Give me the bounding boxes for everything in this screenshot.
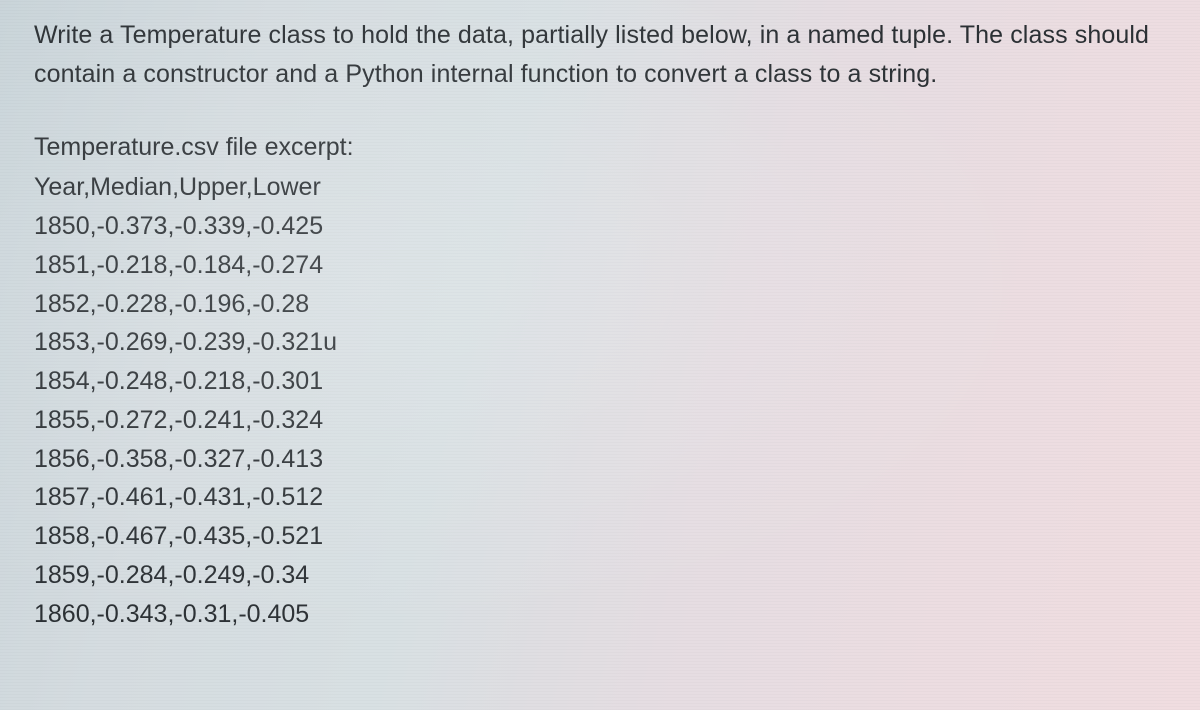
prompt-line-1: Write a Temperature class to hold the da… [34,21,1149,49]
csv-row: 1854,-0.248,-0.218,-0.301 [34,362,1180,401]
csv-row: 1860,-0.343,-0.31,-0.405 [34,595,1180,634]
csv-row: 1851,-0.218,-0.184,-0.274 [34,246,1180,285]
csv-row: 1853,-0.269,-0.239,-0.321u [34,323,1180,362]
csv-row: 1850,-0.373,-0.339,-0.425 [34,207,1180,246]
csv-row: 1852,-0.228,-0.196,-0.28 [34,285,1180,324]
csv-row: 1857,-0.461,-0.431,-0.512 [34,478,1180,517]
prompt-line-2: contain a constructor and a Python inter… [34,60,937,88]
csv-header: Year,Median,Upper,Lower [34,168,1180,207]
assignment-prompt: Write a Temperature class to hold the da… [34,16,1180,94]
csv-row: 1859,-0.284,-0.249,-0.34 [34,556,1180,595]
csv-row: 1856,-0.358,-0.327,-0.413 [34,440,1180,479]
document-page: Write a Temperature class to hold the da… [34,16,1180,633]
excerpt-label: Temperature.csv file excerpt: [34,128,1180,167]
csv-row: 1855,-0.272,-0.241,-0.324 [34,401,1180,440]
csv-row: 1858,-0.467,-0.435,-0.521 [34,517,1180,556]
